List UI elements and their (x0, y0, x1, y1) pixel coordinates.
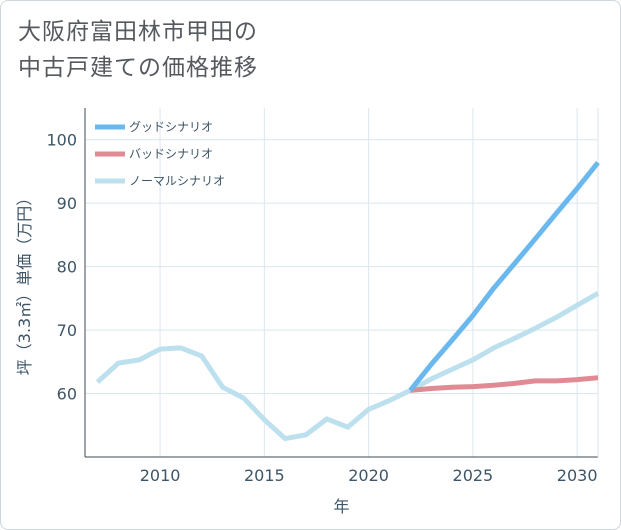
legend-item-0[interactable]: グッドシナリオ (129, 120, 213, 134)
x-tick-label: 2030 (557, 466, 598, 485)
chart-title: 大阪府富田林市甲田の 中古戸建ての価格推移 (18, 14, 258, 86)
series-lines (95, 161, 600, 442)
y-axis-title: 坪（3.3㎡）単価（万円） (15, 190, 34, 375)
series-line-1 (410, 375, 599, 393)
x-tick-label: 2025 (453, 466, 494, 485)
y-tick-label: 90 (57, 194, 77, 213)
chart-title-line1: 大阪府富田林市甲田の (18, 19, 258, 45)
x-tick-label: 2020 (348, 466, 389, 485)
x-tick-label: 2010 (140, 466, 181, 485)
x-tick-label: 2015 (244, 466, 285, 485)
y-tick-label: 100 (46, 131, 77, 150)
x-axis-title: 年 (333, 497, 349, 516)
tick-labels: 2010 2015 2020 2025 2030 60 70 80 90 100 (46, 131, 597, 485)
legend-item-1[interactable]: バッドシナリオ (129, 147, 213, 161)
y-tick-label: 70 (57, 321, 77, 340)
y-tick-label: 80 (57, 258, 77, 277)
y-tick-label: 60 (57, 385, 77, 404)
legend-item-2[interactable]: ノーマルシナリオ (129, 174, 225, 188)
series-line-2 (95, 291, 600, 442)
chart-title-line2: 中古戸建ての価格推移 (18, 55, 258, 81)
series-line-0 (408, 161, 600, 392)
